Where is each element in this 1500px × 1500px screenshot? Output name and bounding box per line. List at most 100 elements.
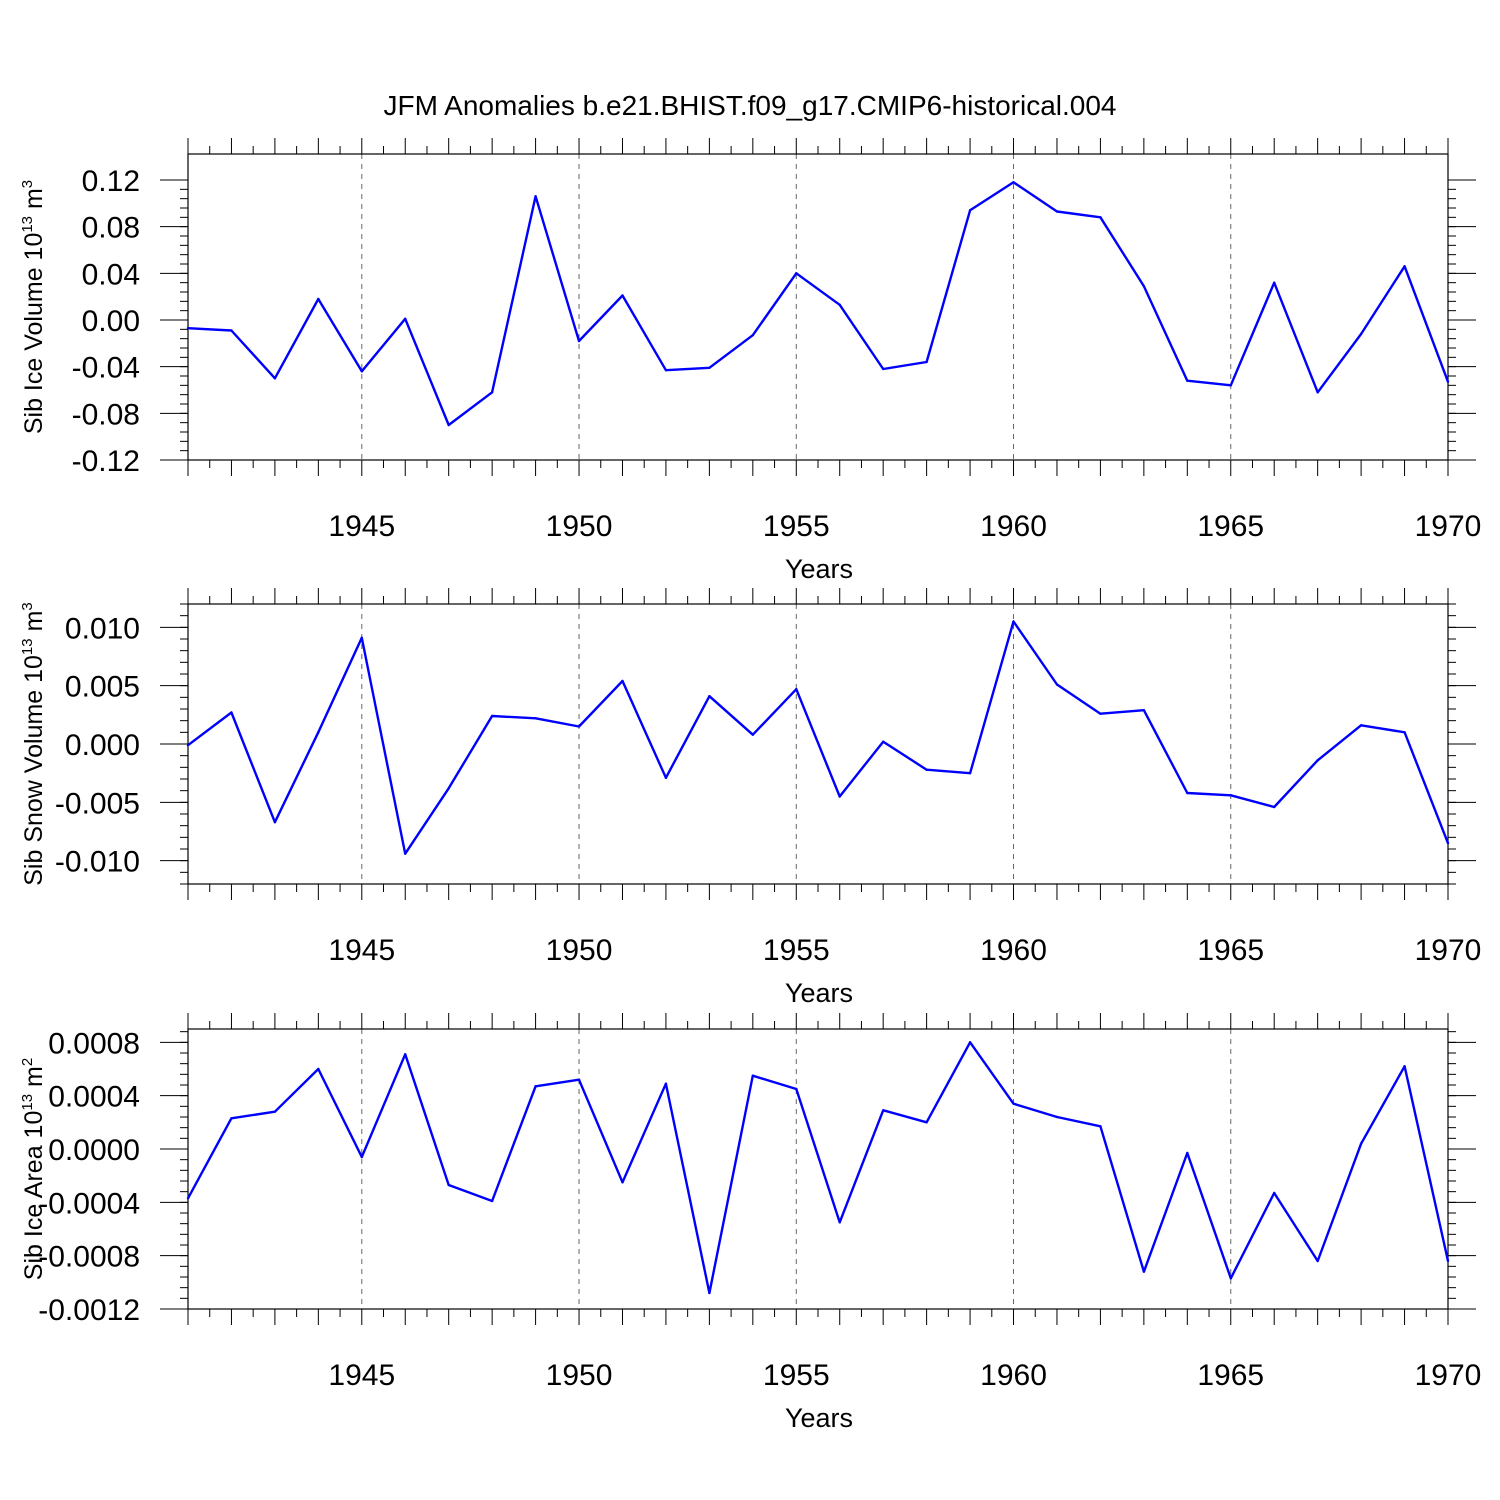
panel-1: 0.12 0.08 0.04 0.00 -0.04 -0.08 -0.12 1945 1950 1…	[19, 138, 1481, 584]
data-point	[1403, 265, 1406, 268]
y-tick-label: -0.0008	[38, 1241, 140, 1274]
series-line	[187, 620, 1450, 855]
data-point	[968, 209, 972, 212]
data-point	[230, 329, 233, 332]
x-tick-label: 1960	[980, 934, 1047, 967]
data-point	[1229, 1277, 1232, 1280]
data-point	[795, 1087, 798, 1091]
data-point	[273, 1110, 277, 1113]
data-point	[751, 733, 755, 736]
data-point	[751, 1074, 755, 1077]
data-point	[1186, 379, 1189, 382]
panels: 0.12 0.08 0.04 0.00 -0.04 -0.08 -0.12 1945 1950 1…	[19, 138, 1481, 1433]
x-axis-label: Years	[785, 554, 853, 584]
data-point	[447, 1183, 450, 1187]
x-tick-label: 1970	[1415, 510, 1482, 543]
chart-title: JFM Anomalies b.e21.BHIST.f09_g17.CMIP6-…	[383, 90, 1116, 121]
data-point	[273, 820, 277, 824]
data-point	[230, 1117, 233, 1120]
data-point	[490, 391, 494, 394]
data-point	[1446, 841, 1450, 845]
data-point	[708, 366, 711, 370]
data-point	[881, 740, 885, 743]
data-point	[881, 367, 885, 371]
data-point	[1142, 284, 1146, 288]
panel-3: 0.0008 0.0004 0.0000 -0.0004 -0.0008 -0.0012 1…	[19, 1013, 1481, 1433]
y-tick-label: 0.08	[82, 212, 140, 245]
x-tick-label: 1965	[1197, 934, 1264, 967]
y-axis-label: Sib Ice Area 1013 m2	[19, 1058, 48, 1280]
data-point	[1099, 1125, 1102, 1128]
data-point	[1055, 1115, 1059, 1119]
data-point	[925, 1121, 928, 1124]
y-tick-label: -0.0012	[38, 1294, 140, 1327]
data-point	[621, 679, 624, 683]
x-tick-label: 1945	[328, 510, 395, 543]
data-point	[186, 1197, 190, 1200]
data-point	[404, 1053, 407, 1056]
data-point	[1012, 1102, 1015, 1105]
x-axis-label: Years	[785, 1403, 853, 1433]
y-tick-label: -0.12	[72, 445, 140, 478]
x-tick-label: 1970	[1415, 1359, 1482, 1392]
x-tick-label: 1970	[1415, 934, 1482, 967]
data-point	[273, 377, 277, 380]
data-point	[708, 694, 711, 698]
data-point	[447, 787, 450, 790]
y-tick-label: 0.04	[82, 258, 140, 291]
data-point	[577, 339, 581, 343]
y-axis-label: Sib Snow Volume 1013 m3	[19, 602, 48, 886]
y-tick-label: -0.0004	[38, 1187, 140, 1220]
data-point	[534, 195, 537, 198]
data-point	[1446, 1259, 1450, 1263]
data-point	[838, 795, 841, 798]
y-tick-label: 0.005	[65, 671, 140, 704]
data-point	[968, 771, 972, 775]
data-point	[1359, 332, 1363, 336]
data-point	[1186, 1151, 1189, 1155]
data-point	[1359, 724, 1363, 727]
data-point	[925, 360, 928, 364]
data-point	[1099, 712, 1102, 715]
x-tick-label: 1955	[763, 934, 830, 967]
data-point	[1273, 281, 1276, 284]
data-point	[360, 370, 363, 373]
data-point	[751, 333, 755, 337]
data-point	[881, 1109, 885, 1112]
x-tick-label: 1965	[1197, 510, 1264, 543]
data-point	[577, 1078, 581, 1081]
y-tick-label: 0.0000	[48, 1134, 140, 1167]
x-tick-label: 1955	[763, 1359, 830, 1392]
data-point	[1316, 759, 1319, 762]
series-line	[186, 1041, 1450, 1295]
data-point	[795, 272, 798, 275]
data-point	[1055, 683, 1059, 686]
y-axis-label: Sib Ice Volume 1013 m3	[19, 180, 48, 434]
data-point	[968, 1041, 972, 1044]
x-tick-label: 1945	[328, 1359, 395, 1392]
data-point	[317, 297, 320, 301]
data-point	[534, 1085, 537, 1088]
data-point	[490, 714, 494, 718]
data-point	[1316, 1259, 1319, 1263]
data-point	[186, 326, 190, 330]
data-point	[925, 768, 928, 771]
x-tick-label: 1950	[546, 1359, 613, 1392]
plot-frame	[187, 1028, 1449, 1310]
data-point	[1403, 1065, 1406, 1068]
data-point	[360, 636, 363, 640]
data-point	[317, 1067, 320, 1071]
y-tick-label: -0.010	[55, 846, 140, 879]
x-tick-label: 1955	[763, 510, 830, 543]
data-point	[1142, 1270, 1146, 1273]
y-tick-label: 0.00	[82, 305, 140, 338]
data-point	[1273, 805, 1276, 809]
data-point	[1099, 216, 1102, 219]
data-point	[1012, 620, 1015, 623]
data-point	[404, 317, 407, 321]
y-tick-label: -0.08	[72, 398, 140, 431]
x-tick-label: 1965	[1197, 1359, 1264, 1392]
data-point	[534, 717, 537, 720]
x-tick-label: 1960	[980, 1359, 1047, 1392]
